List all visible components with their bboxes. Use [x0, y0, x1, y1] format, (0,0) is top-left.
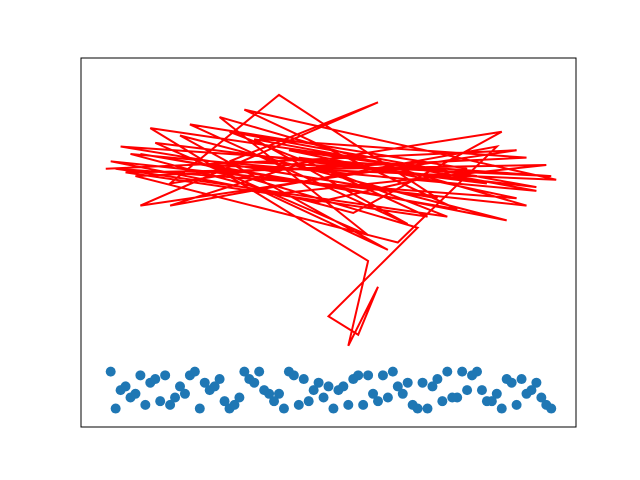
scatter-point — [110, 403, 121, 414]
scatter-point — [338, 381, 349, 392]
scatter-point — [219, 396, 230, 407]
scatter-point — [531, 377, 542, 388]
scatter-point — [462, 385, 473, 396]
scatter-point — [536, 392, 547, 403]
scatter-point — [259, 385, 270, 396]
scatter-point — [392, 381, 403, 392]
scatter-point — [120, 381, 131, 392]
scatter-point — [175, 381, 185, 392]
scatter-point — [447, 392, 458, 403]
scatter-point — [318, 392, 329, 403]
scatter-point — [209, 381, 220, 392]
scatter-point — [382, 392, 393, 403]
scatter-point — [293, 399, 304, 410]
scatter-point — [179, 388, 190, 399]
scatter-point — [427, 381, 438, 392]
scatter-point — [274, 388, 284, 399]
scatter-point — [343, 399, 354, 410]
scatter-point — [397, 388, 408, 399]
scatter-point — [239, 366, 250, 377]
scatter-point — [160, 370, 171, 381]
scatter-point — [313, 377, 324, 388]
data-line — [105, 93, 557, 347]
scatter-point — [288, 370, 299, 381]
scatter-point — [417, 377, 428, 388]
scatter-point — [249, 377, 260, 388]
scatter-point — [214, 374, 225, 385]
scatter-point — [491, 388, 502, 399]
scatter-point — [199, 377, 210, 388]
scatter-point — [105, 366, 116, 377]
scatter-point — [165, 399, 176, 410]
scatter-point — [363, 370, 374, 381]
scatter-point — [278, 403, 289, 414]
scatter-point — [348, 374, 359, 385]
scatter-point — [387, 366, 398, 377]
scatter-point — [368, 388, 379, 399]
scatter-point — [506, 377, 517, 388]
scatter-point — [140, 399, 151, 410]
scatter-point — [130, 388, 141, 399]
scatter-point — [457, 366, 468, 377]
scatter-point — [402, 377, 413, 388]
plot-frame — [80, 57, 577, 428]
scatter-point — [323, 381, 334, 392]
scatter-point — [229, 399, 240, 410]
scatter-point — [516, 374, 527, 385]
scatter-point — [511, 399, 522, 410]
scatter-point — [150, 374, 161, 385]
scatter-point — [373, 396, 383, 407]
scatter-point — [422, 403, 433, 414]
scatter-point — [432, 374, 443, 385]
scatter-point — [308, 385, 319, 396]
scatter-point — [155, 396, 166, 407]
scatter-point — [189, 366, 200, 377]
scatter-point — [526, 385, 537, 396]
scatter-point — [328, 403, 339, 414]
scatter-point — [254, 366, 265, 377]
scatter-point — [298, 374, 309, 385]
scatter-point — [234, 392, 245, 403]
scatter-point — [442, 366, 453, 377]
scatter-point — [467, 370, 478, 381]
scatter-point — [486, 396, 497, 407]
scatter-point — [496, 403, 507, 414]
scatter-point — [437, 396, 448, 407]
scatter-point — [358, 399, 369, 410]
scatter-point — [546, 403, 557, 414]
scatter-point — [407, 399, 418, 410]
scatter-point — [377, 370, 388, 381]
scatter-point — [269, 396, 280, 407]
scatter-point — [135, 370, 146, 381]
scatter-point — [476, 385, 487, 396]
scatter-point — [194, 403, 205, 414]
scatter-point — [170, 392, 181, 403]
scatter-point — [303, 396, 314, 407]
